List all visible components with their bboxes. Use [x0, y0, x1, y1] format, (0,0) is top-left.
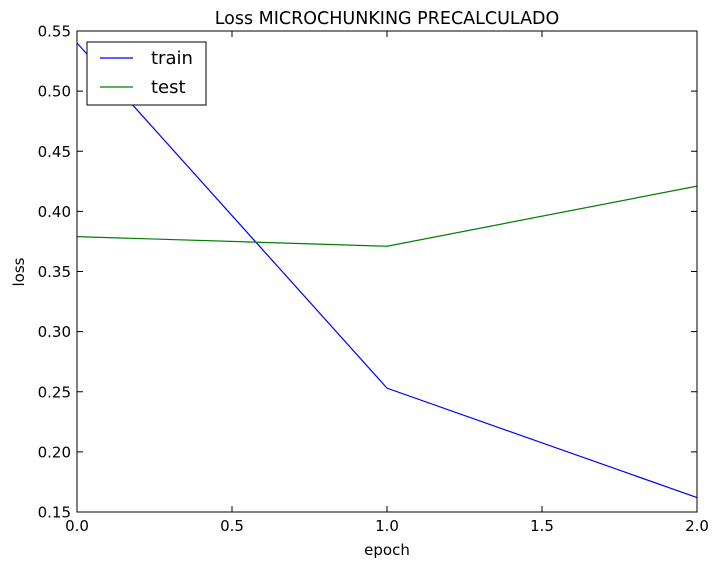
y-tick-label: 0.35	[38, 263, 71, 281]
chart-title: Loss MICROCHUNKING PRECALCULADO	[215, 9, 560, 29]
series-line-test	[76, 185, 698, 247]
x-tick-label: 2.0	[685, 517, 709, 535]
legend-box	[86, 41, 207, 106]
x-tick-label: 1.5	[530, 517, 554, 535]
legend-label-train: train	[151, 48, 193, 69]
series-line-train	[76, 42, 698, 499]
y-tick-label: 0.15	[38, 504, 71, 522]
y-tick-label: 0.55	[38, 23, 71, 41]
tick-layer: 0.0 0.5 1.0 1.5 2.0 0.15 0.20 0.25 0.30 0.35 0.40 0…	[38, 23, 709, 536]
y-tick-label: 0.45	[38, 143, 71, 161]
x-tick-label: 0.0	[65, 517, 89, 535]
legend-label-test: test	[151, 77, 186, 98]
y-tick-label: 0.40	[38, 203, 71, 221]
y-tick-label: 0.50	[38, 83, 71, 101]
x-tick-label: 1.0	[375, 517, 399, 535]
legend: train test	[86, 41, 207, 106]
series-layer	[76, 42, 698, 499]
x-axis-label: epoch	[364, 541, 410, 559]
y-tick-label: 0.30	[38, 323, 71, 341]
y-axis-label: loss	[10, 257, 28, 286]
y-tick-label: 0.25	[38, 383, 71, 401]
y-tick-label: 0.20	[38, 443, 71, 461]
x-tick-label: 0.5	[220, 517, 244, 535]
